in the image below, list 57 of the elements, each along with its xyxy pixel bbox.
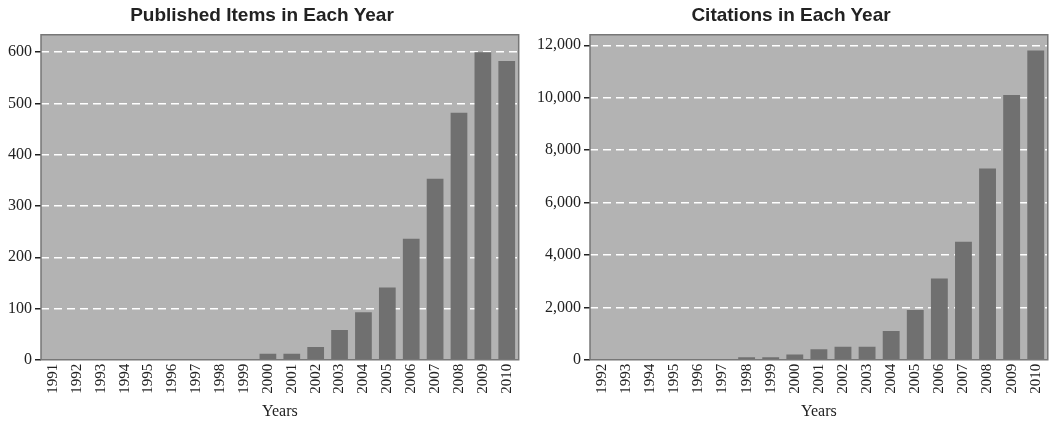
y-tick-label: 12,000 bbox=[537, 35, 581, 53]
x-tick-label: 2009 bbox=[1002, 363, 1019, 394]
x-tick-label: 2007 bbox=[426, 363, 443, 394]
x-tick-label: 2003 bbox=[330, 363, 347, 394]
y-tick-label: 100 bbox=[8, 298, 32, 316]
x-tick-label: 2002 bbox=[306, 363, 323, 394]
x-tick-label: 1993 bbox=[617, 363, 634, 394]
y-tick-label: 4,000 bbox=[545, 245, 581, 263]
x-tick-label: 2006 bbox=[930, 363, 947, 394]
x-tick-label: 2002 bbox=[833, 363, 850, 394]
x-tick-label: 1998 bbox=[737, 363, 754, 394]
x-tick-label: 1992 bbox=[592, 363, 609, 394]
x-tick-label: 1993 bbox=[91, 363, 108, 394]
x-tick-label: 2007 bbox=[954, 363, 971, 394]
y-tick-label: 300 bbox=[8, 196, 32, 214]
x-tick-label: 2006 bbox=[402, 363, 419, 394]
x-tick-label: 2005 bbox=[378, 363, 395, 394]
y-tick-label: 500 bbox=[8, 93, 32, 111]
x-axis-title: Years bbox=[801, 401, 837, 419]
x-tick-label: 1996 bbox=[689, 363, 706, 394]
x-tick-label: 1995 bbox=[139, 363, 156, 394]
chart-title: Published Items in Each Year bbox=[130, 3, 395, 25]
y-tick-label: 10,000 bbox=[537, 87, 581, 105]
x-tick-label: 1994 bbox=[641, 363, 658, 394]
x-tick-label: 2009 bbox=[473, 363, 490, 394]
x-tick-label: 1995 bbox=[665, 363, 682, 394]
y-tick-label: 6,000 bbox=[545, 192, 581, 210]
x-tick-label: 1999 bbox=[761, 363, 778, 394]
x-tick-label: 1999 bbox=[234, 363, 251, 394]
x-tick-label: 1998 bbox=[211, 363, 228, 394]
x-tick-label: 2004 bbox=[882, 363, 899, 394]
x-tick-label: 2005 bbox=[906, 363, 923, 394]
x-tick-label: 2008 bbox=[449, 363, 466, 394]
x-tick-label: 1996 bbox=[163, 363, 180, 394]
x-tick-label: 2001 bbox=[809, 363, 826, 394]
x-tick-label: 1997 bbox=[713, 363, 730, 394]
y-tick-label: 200 bbox=[8, 247, 32, 265]
x-tick-label: 1997 bbox=[187, 363, 204, 394]
y-tick-label: 600 bbox=[8, 42, 32, 60]
x-tick-label: 2004 bbox=[354, 363, 371, 394]
x-tick-label: 1994 bbox=[115, 363, 132, 394]
y-tick-label: 2,000 bbox=[545, 297, 581, 315]
x-tick-label: 2003 bbox=[858, 363, 875, 394]
y-tick-label: 0 bbox=[573, 350, 581, 367]
x-tick-label: 2010 bbox=[497, 363, 514, 394]
x-tick-label: 2001 bbox=[282, 363, 299, 394]
x-tick-label: 2008 bbox=[978, 363, 995, 394]
x-axis-title: Years bbox=[261, 401, 298, 419]
x-tick-label: 1992 bbox=[67, 363, 84, 394]
x-tick-label: 2000 bbox=[785, 363, 802, 394]
x-tick-label: 2010 bbox=[1026, 363, 1043, 394]
x-tick-label: 1991 bbox=[43, 363, 60, 394]
y-tick-label: 0 bbox=[24, 350, 32, 367]
y-tick-label: 8,000 bbox=[545, 140, 581, 158]
y-tick-label: 400 bbox=[8, 144, 32, 162]
chart-title: Citations in Each Year bbox=[691, 3, 892, 25]
x-tick-label: 2000 bbox=[258, 363, 275, 394]
